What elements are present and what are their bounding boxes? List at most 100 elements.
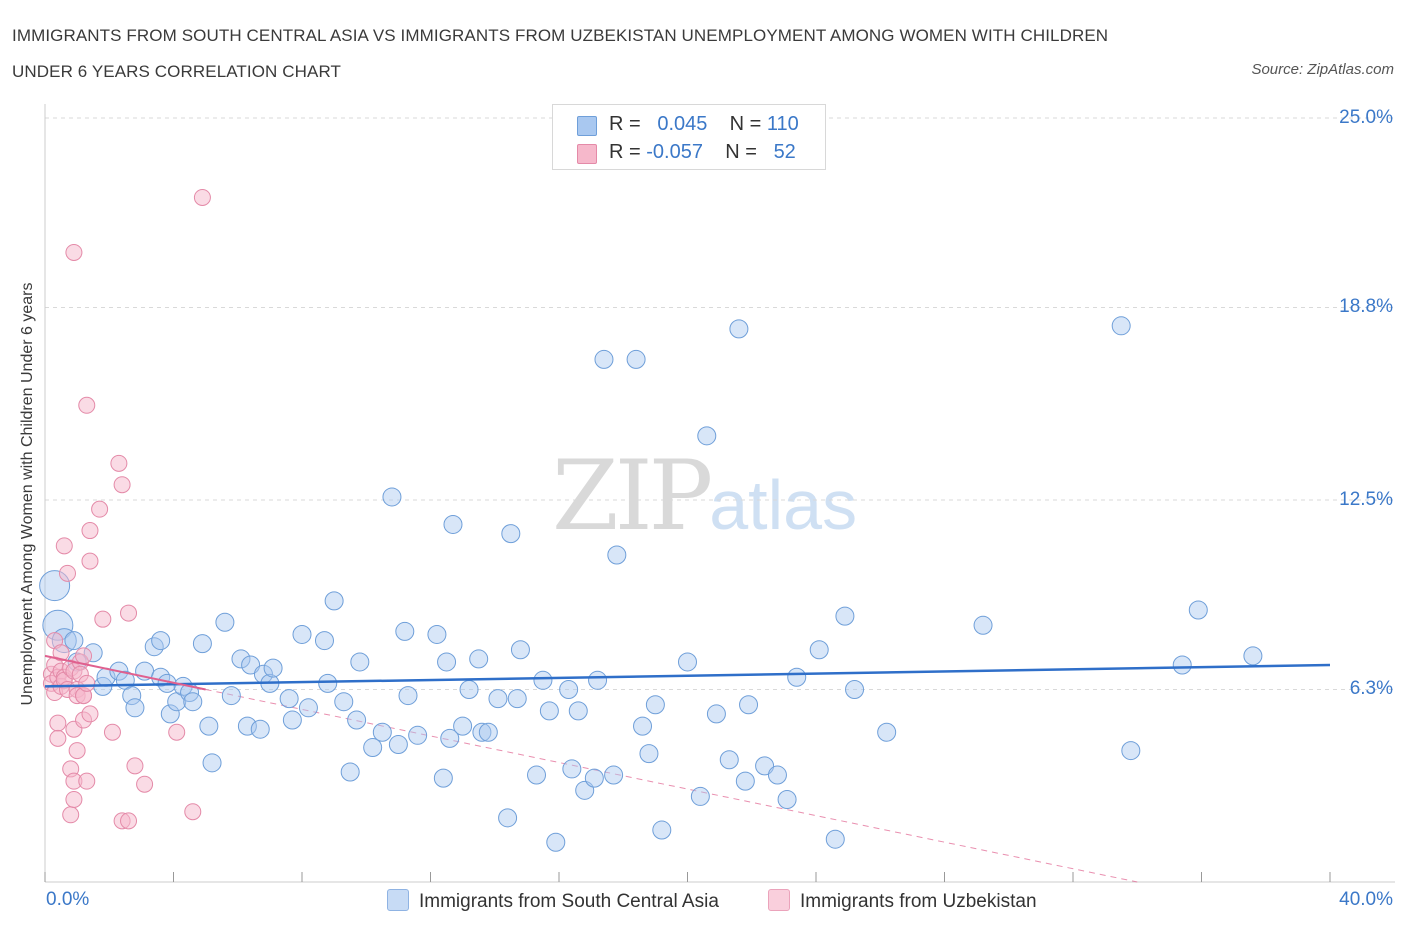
trend-layer [205, 688, 1138, 883]
uzbekistan-trendline-extension [205, 688, 1138, 883]
data-point-south-central-asia [639, 744, 659, 764]
data-point-uzbekistan [126, 757, 144, 775]
bottom-legend-label: Immigrants from Uzbekistan [800, 891, 1037, 912]
south-central-asia-trendline [44, 663, 1331, 688]
data-point-south-central-asia [324, 591, 344, 611]
data-point-south-central-asia [469, 649, 489, 669]
data-point-south-central-asia [437, 652, 457, 672]
data-point-south-central-asia [697, 426, 717, 446]
legend-n-label: N = [725, 141, 757, 163]
data-point-south-central-asia [604, 765, 624, 785]
data-point-south-central-asia [427, 624, 447, 644]
data-point-uzbekistan [91, 500, 109, 518]
data-point-south-central-asia [64, 631, 84, 651]
data-point-south-central-asia [777, 789, 797, 809]
watermark: ZIPatlas [552, 440, 857, 552]
point-layer [39, 188, 1331, 852]
data-point-uzbekistan [49, 714, 67, 732]
data-point-uzbekistan [81, 705, 99, 723]
data-point-south-central-asia [787, 667, 807, 687]
data-point-south-central-asia [395, 621, 415, 641]
data-point-south-central-asia [215, 612, 235, 632]
bottom-legend-swatch-blue [387, 889, 409, 911]
data-point-south-central-asia [498, 808, 518, 828]
data-point-uzbekistan [58, 564, 76, 582]
data-point-south-central-asia [183, 692, 203, 712]
data-point-south-central-asia [562, 759, 582, 779]
data-point-south-central-asia [340, 762, 360, 782]
data-point-south-central-asia [192, 634, 212, 654]
data-point-south-central-asia [645, 695, 665, 715]
bottom-legend-south-central-asia: Immigrants from South Central Asia [387, 889, 719, 915]
data-point-south-central-asia [633, 716, 653, 736]
y-tick-label: 6.3% [1349, 678, 1393, 700]
data-point-south-central-asia [443, 514, 463, 534]
data-point-south-central-asia [453, 716, 473, 736]
x-tick-label-min: 0.0% [46, 889, 90, 910]
data-point-uzbekistan [75, 647, 93, 665]
data-point-uzbekistan [113, 476, 131, 494]
data-point-south-central-asia [221, 686, 241, 706]
data-point-south-central-asia [559, 679, 579, 699]
data-point-south-central-asia [719, 750, 739, 770]
legend-swatch-blue [577, 116, 597, 136]
data-point-south-central-asia [594, 349, 614, 369]
data-point-south-central-asia [318, 673, 338, 693]
data-point-south-central-asia [607, 545, 627, 565]
data-point-south-central-asia [755, 756, 775, 776]
data-point-south-central-asia [363, 738, 383, 758]
data-point-uzbekistan [65, 790, 83, 808]
data-point-south-central-asia [546, 832, 566, 852]
data-point-south-central-asia [350, 652, 370, 672]
legend-text-blue: R = 0.045 N = 110 [609, 113, 799, 136]
data-point-south-central-asia [735, 771, 755, 791]
data-point-south-central-asia [459, 679, 479, 699]
data-point-uzbekistan [55, 537, 73, 555]
data-point-uzbekistan [62, 806, 80, 824]
data-point-south-central-asia [202, 753, 222, 773]
data-point-uzbekistan [68, 742, 86, 760]
legend-text-pink: R = -0.057 N = 52 [609, 141, 796, 164]
data-point-uzbekistan [193, 188, 211, 206]
data-point-south-central-asia [767, 765, 787, 785]
data-point-south-central-asia [279, 689, 299, 709]
data-point-uzbekistan [103, 723, 121, 741]
bottom-legend-uzbekistan: Immigrants from Uzbekistan [768, 889, 1037, 915]
data-point-south-central-asia [588, 670, 608, 690]
legend-n-value: 52 [773, 141, 796, 163]
legend-r-value: 0.045 [657, 113, 708, 135]
legend-r-label: R = [609, 141, 641, 163]
data-point-south-central-asia [527, 765, 547, 785]
legend-n-label: N = [729, 113, 762, 135]
data-point-south-central-asia [160, 704, 180, 724]
data-point-uzbekistan [78, 772, 96, 790]
x-tick-label-max: 40.0% [1339, 889, 1393, 910]
data-point-south-central-asia [1188, 600, 1208, 620]
bottom-legend-swatch-pink [768, 889, 790, 911]
data-point-uzbekistan [65, 243, 83, 261]
data-point-south-central-asia [507, 689, 527, 709]
data-point-south-central-asia [1111, 316, 1131, 336]
data-point-south-central-asia [501, 524, 521, 544]
data-point-south-central-asia [626, 349, 646, 369]
data-point-south-central-asia [382, 487, 402, 507]
data-point-south-central-asia [408, 725, 428, 745]
data-point-south-central-asia [706, 704, 726, 724]
data-point-uzbekistan [78, 396, 96, 414]
data-point-south-central-asia [729, 319, 749, 339]
legend-n-value: 110 [766, 113, 799, 135]
y-tick-label: 18.8% [1339, 296, 1393, 318]
data-point-south-central-asia [282, 710, 302, 730]
data-point-south-central-asia [1243, 646, 1263, 666]
data-point-south-central-asia [237, 716, 257, 736]
data-point-uzbekistan [110, 454, 128, 472]
data-point-south-central-asia [372, 722, 392, 742]
data-point-south-central-asia [440, 728, 460, 748]
data-point-south-central-asia [347, 710, 367, 730]
data-point-south-central-asia [298, 698, 318, 718]
data-point-south-central-asia [584, 768, 604, 788]
data-point-uzbekistan [94, 610, 112, 628]
data-point-south-central-asia [488, 689, 508, 709]
correlation-legend: R = 0.045 N = 110 R = -0.057 N = 52 [552, 104, 826, 170]
data-point-uzbekistan [120, 604, 138, 622]
